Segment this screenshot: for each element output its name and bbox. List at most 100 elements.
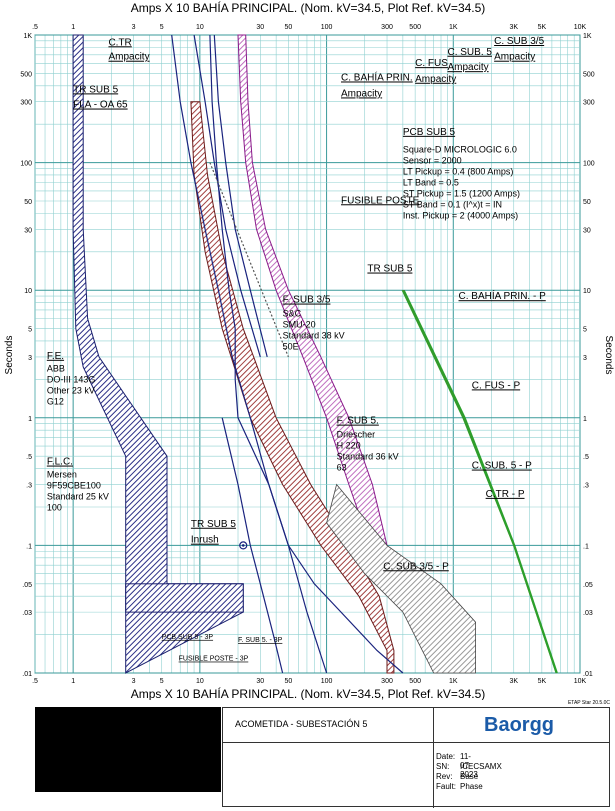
y-axis-label-left: Seconds: [4, 336, 15, 375]
x-tick-label-top: 3K: [509, 24, 518, 31]
meta-panel: Date: 11-07-2023 SN: ICECSAMX Rev: Base Fau…: [433, 742, 609, 808]
annotation-label: F.E.: [47, 351, 64, 362]
y-tick-label-right: 50: [583, 199, 591, 206]
info-text: SMU-20: [283, 320, 316, 330]
redacted-block: [35, 707, 221, 792]
y-tick-label-left: 500: [20, 71, 32, 78]
x-tick-label-bottom: 50: [285, 678, 293, 685]
annotation-label: C. BAHÍA PRIN.: [341, 70, 413, 83]
annotation-label: C. FUS: [415, 58, 448, 69]
y-axis-label-right: Seconds: [603, 336, 614, 375]
x-tick-label-top: .5: [32, 24, 38, 31]
y-tick-label-left: 5: [28, 327, 32, 334]
x-tick-label-bottom: 1K: [449, 678, 458, 685]
bottom-label: FUSIBLE POSTE - 3P: [179, 656, 249, 663]
annotation-label: C. SUB 3/5: [494, 36, 544, 47]
x-tick-label-bottom: 30: [256, 678, 264, 685]
x-tick-label-bottom: 100: [321, 678, 333, 685]
etap-version: ETAP Star 20.5.0C: [567, 700, 610, 706]
annotation-label: Ampacity: [415, 74, 456, 85]
title-row: ACOMETIDA - SUBESTACIÓN 5 Baorgg: [223, 708, 609, 743]
y-tick-label-right: .01: [583, 671, 593, 678]
y-tick-label-left: .05: [22, 582, 32, 589]
info-text: LT Pickup = 0.4 (800 Amps): [403, 166, 513, 176]
info-text: Mersen: [47, 470, 77, 480]
info-text: 100: [47, 503, 62, 513]
y-tick-label-left: .1: [26, 543, 32, 550]
x-tick-label-top: 10K: [574, 24, 587, 31]
tcc-curve-2: [209, 34, 239, 418]
info-text: S&C: [283, 309, 302, 319]
annotation-label: TR SUB 5: [191, 519, 236, 530]
annotation-label: C. FUS - P: [472, 380, 521, 391]
chart-curves: [171, 34, 558, 674]
annotation-label: Ampacity: [108, 52, 149, 63]
tcc-chart: .5 .5 1 1 3 3 5 5 10 10 30 30 50 50 100 100 300 300 500 500…: [4, 0, 614, 700]
info-text: Square-D MICROLOGIC 6.0: [403, 144, 517, 154]
y-tick-label-right: 1K: [583, 33, 592, 40]
tcc-curve-0: [193, 34, 261, 358]
company-logo: Baorgg: [433, 708, 609, 742]
annotation-label: C. SUB. 5: [447, 47, 492, 58]
annotation-label: C.TR - P: [486, 489, 525, 500]
title-frame: ACOMETIDA - SUBESTACIÓN 5 Baorgg Date: 11…: [222, 707, 610, 808]
chart-title-top: Amps X 10 BAHÍA PRINCIPAL. (Nom. kV=34.5…: [131, 0, 486, 15]
y-tick-label-left: 100: [20, 161, 32, 168]
x-tick-label-bottom: 10: [196, 678, 204, 685]
annotation-label: C. BAHÍA PRIN. - P: [459, 289, 547, 302]
tcc-curve-1: [213, 34, 268, 358]
x-tick-label-bottom: 5K: [538, 678, 547, 685]
y-tick-label-right: 5: [583, 327, 587, 334]
x-tick-label-bottom: 300: [381, 678, 393, 685]
info-text: DO-III 143G: [47, 375, 96, 385]
inrush-marker: [239, 541, 248, 550]
y-tick-label-right: .3: [583, 483, 589, 490]
bottom-label: F. SUB 5. - 3P: [238, 637, 283, 644]
x-tick-label-bottom: 5: [160, 678, 164, 685]
annotation-label: Inrush: [191, 535, 219, 546]
y-tick-label-right: 100: [583, 161, 595, 168]
y-tick-label-right: 1: [583, 416, 587, 423]
annotation-label: Ampacity: [494, 52, 535, 63]
tcc-curve-8: [403, 289, 558, 674]
annotation-label: C. SUB 3/5 - P: [383, 561, 449, 572]
annotation-label: F.L.C.: [47, 457, 73, 468]
y-tick-label-right: .1: [583, 543, 589, 550]
info-text: LT Band = 0.5: [403, 177, 459, 187]
x-tick-label-bottom: 1: [71, 678, 75, 685]
info-text: Standard 38 kV: [283, 331, 345, 341]
y-tick-label-left: 1: [28, 416, 32, 423]
chart-title-bottom: Amps X 10 BAHÍA PRINCIPAL. (Nom. kV=34.5…: [131, 686, 486, 700]
y-tick-label-left: .5: [26, 454, 32, 461]
info-text: 50E: [283, 342, 299, 352]
y-tick-label-right: .05: [583, 582, 593, 589]
x-tick-label-top: 1K: [449, 24, 458, 31]
x-tick-label-top: 5K: [538, 24, 547, 31]
info-text: Standard 36 kV: [337, 452, 399, 462]
tcc-curve-9: [401, 289, 557, 674]
tcc-curve-4: [171, 34, 328, 674]
annotation-label: Ampacity: [447, 62, 488, 73]
info-text: 63: [337, 463, 347, 473]
y-tick-label-right: 500: [583, 71, 595, 78]
title-block: ETAP Star 20.5.0C ACOMETIDA - SUBESTACIÓ…: [35, 700, 610, 808]
x-tick-label-bottom: .5: [32, 678, 38, 685]
annotation-label: C.TR: [108, 37, 131, 48]
info-text: ST Band = 0.1 (I^x)t = IN: [403, 199, 502, 209]
chart-annotations: C.TR Ampacity TR SUB 5 FLA - OA 65 C. SUB 3/…: [47, 36, 546, 663]
chart-ticks: .5 .5 1 1 3 3 5 5 10 10 30 30 50 50 100 100 300 300 500 500…: [20, 24, 594, 685]
info-text: Driescher: [337, 430, 376, 440]
x-tick-label-bottom: 3K: [509, 678, 518, 685]
x-tick-label-bottom: 3: [132, 678, 136, 685]
y-tick-label-left: .3: [26, 483, 32, 490]
annotation-label: F. SUB 3/5: [283, 295, 331, 306]
y-tick-label-right: 30: [583, 227, 591, 234]
x-tick-label-top: 10: [196, 24, 204, 31]
y-tick-label-right: .03: [583, 610, 593, 617]
tcc-curve-10: [209, 162, 289, 358]
x-tick-label-top: 300: [381, 24, 393, 31]
annotation-label: F. SUB 5.: [337, 416, 379, 427]
y-tick-label-left: 1K: [23, 33, 32, 40]
annotation-label: Ampacity: [341, 88, 382, 99]
x-tick-label-top: 3: [132, 24, 136, 31]
